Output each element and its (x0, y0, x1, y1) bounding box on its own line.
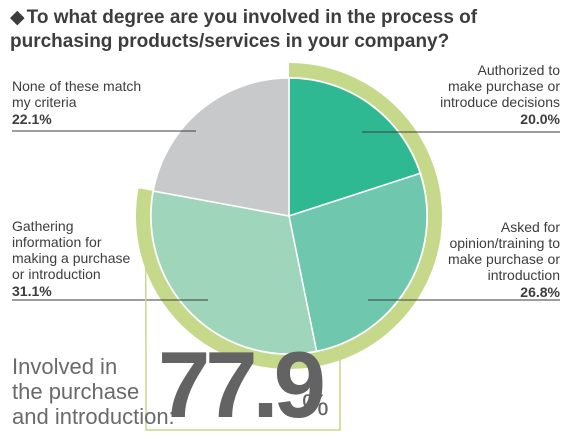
slice-label-asked-text: Asked for opinion/training to make purch… (447, 219, 560, 283)
slice-label-authorized-text: Authorized to make purchase or introduce… (440, 62, 560, 110)
chart-title-text: To what degree are you involved in the p… (10, 7, 478, 52)
slice-value-authorized: 20.0% (520, 111, 560, 127)
slice-label-asked: Asked for opinion/training to make purch… (448, 219, 560, 300)
slice-value-none: 22.1% (12, 111, 52, 127)
slice-value-gathering: 31.1% (12, 283, 52, 299)
chart-title: ◆ To what degree are you involved in the … (10, 6, 480, 54)
involved-highlight-ring (136, 63, 442, 369)
involved-total-value: 77.9 (158, 332, 326, 437)
pie-slice-authorized (288, 77, 422, 218)
slice-label-authorized: Authorized to make purchase or introduce… (440, 62, 560, 127)
slice-label-gathering-text: Gathering information for making a purch… (12, 218, 131, 282)
highlight-callout-frame (144, 189, 341, 431)
pie-slice-asked (288, 172, 428, 353)
slice-label-none: None of these match my criteria 22.1% (12, 78, 141, 127)
slice-value-asked: 26.8% (520, 284, 560, 300)
slice-label-gathering: Gathering information for making a purch… (12, 218, 130, 299)
involved-label: Involved in the purchase and introductio… (12, 354, 175, 429)
pie-slice-none (152, 77, 290, 217)
involved-total-unit: % (302, 389, 329, 422)
diamond-bullet-icon: ◆ (10, 7, 25, 28)
slice-label-none-text: None of these match my criteria (12, 78, 142, 110)
pie-slice-gathering (150, 190, 318, 355)
